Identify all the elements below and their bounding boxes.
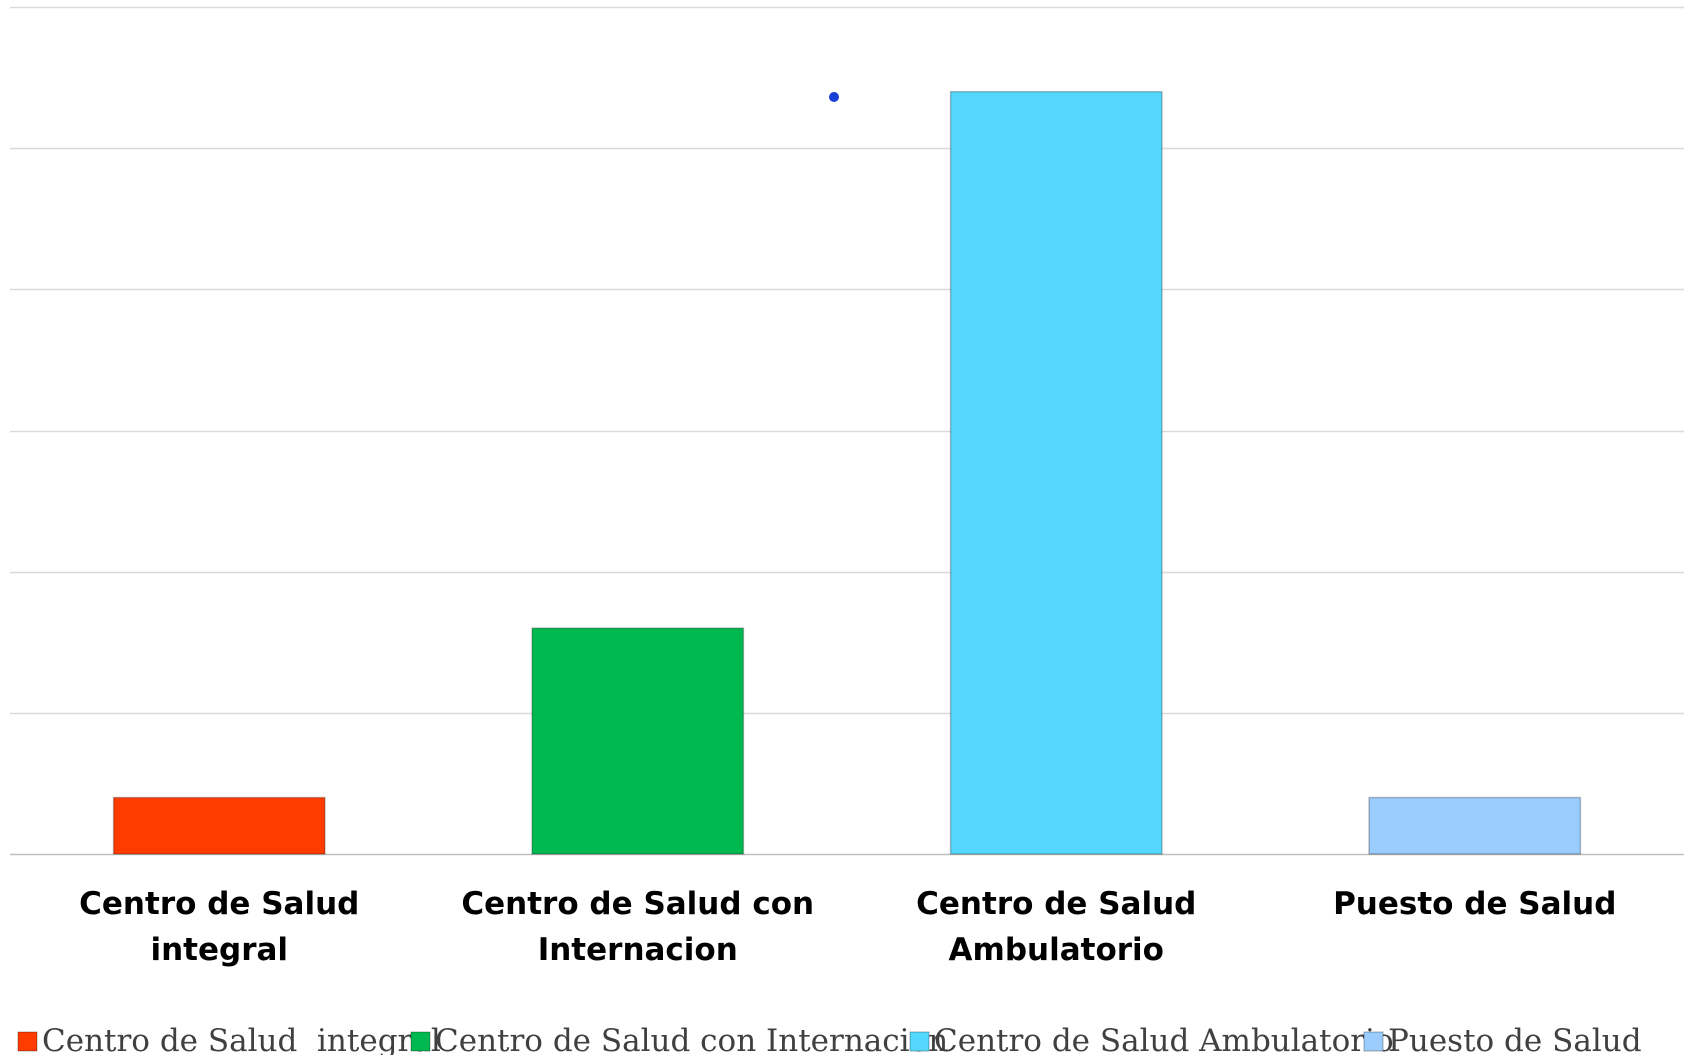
legend-swatch-4	[1363, 1031, 1384, 1052]
x-tick-label-1: Centro de Salud integral	[79, 886, 359, 968]
bar-4	[1368, 796, 1582, 855]
legend-label-2: Centro de Salud con Internacion	[435, 1023, 948, 1055]
bars	[112, 90, 1582, 855]
legend-label-1: Centro de Salud integral	[42, 1023, 441, 1055]
legend-swatch-3	[909, 1031, 930, 1052]
x-tick-label-3: Centro de Salud Ambulatorio	[916, 886, 1196, 968]
legend-swatch-2	[410, 1031, 431, 1052]
legend-label-3: Centro de Salud Ambulatorio	[934, 1023, 1394, 1055]
x-tick-label-2: Centro de Salud con Internacion	[461, 886, 814, 968]
gridlines	[10, 6, 1684, 856]
x-tick-label-4: Puesto de Salud	[1333, 886, 1616, 922]
x-axis-tick-labels: Centro de Salud integral Centro de Salud c…	[79, 886, 1616, 968]
stray-dot-marker	[829, 92, 839, 102]
legend-swatch-1	[17, 1031, 38, 1052]
bar-3	[949, 90, 1163, 855]
legend-label-4: Puesto de Salud	[1388, 1023, 1642, 1055]
bar-2	[531, 627, 745, 855]
bar-1	[112, 796, 326, 855]
